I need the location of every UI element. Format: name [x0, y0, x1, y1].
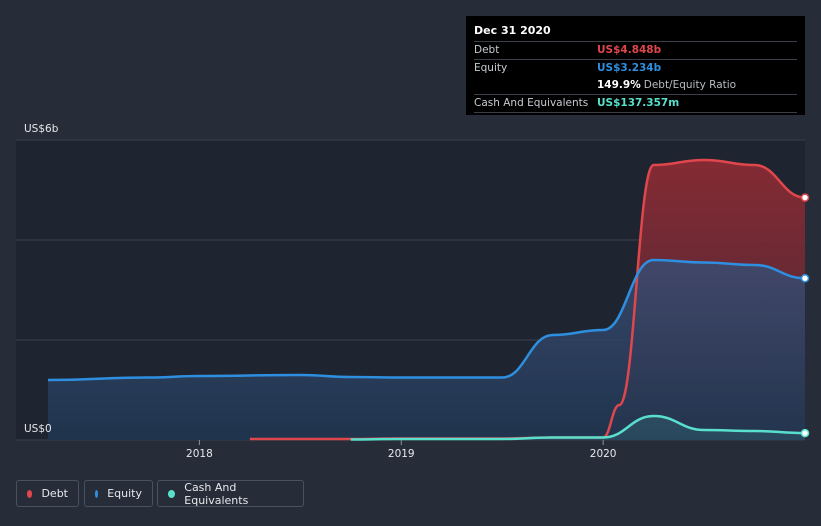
legend-label-equity: Equity: [107, 487, 142, 500]
tooltip-ratio-label: Debt/Equity Ratio: [643, 79, 737, 91]
debt-legend-dot: [27, 489, 33, 498]
data-tooltip: Dec 31 2020 Debt US$4.848b Equity US$3.2…: [466, 16, 805, 115]
tooltip-date: Dec 31 2020: [474, 23, 797, 42]
cash-area: [350, 416, 805, 440]
tooltip-cash-row: Cash And Equivalents US$137.357m: [474, 95, 797, 113]
cash-end-point: [800, 428, 810, 438]
tooltip-debt-label: Debt: [474, 44, 500, 56]
tooltip-equity-label: Equity: [474, 62, 508, 74]
tooltip-ratio-value: 149.9%: [597, 79, 641, 91]
legend-item-equity[interactable]: Equity: [84, 480, 153, 507]
cash-legend-dot: [168, 489, 176, 498]
tooltip-equity-value: US$3.234b: [597, 62, 662, 74]
tooltip-cash-label: Cash And Equivalents: [474, 97, 589, 109]
tooltip-debt-row: Debt US$4.848b: [474, 42, 797, 60]
equity-legend-dot: [95, 489, 99, 498]
x-tick-label-1: 2019: [388, 448, 415, 460]
legend-label-cash: Cash And Equivalents: [184, 480, 249, 507]
y-tick-label-0: US$6b: [24, 123, 59, 135]
equity-line: [47, 258, 806, 382]
y-tick-label-1: US$0: [24, 423, 52, 435]
series-lines: [47, 158, 806, 441]
x-tick-label-0: 2018: [186, 448, 213, 460]
axis-ticks: US$6b US$0 2018 2019 2020: [24, 123, 617, 460]
tooltip-ratio-row: 149.9% Debt/Equity Ratio: [474, 77, 797, 95]
end-markers: [800, 193, 810, 438]
legend-item-cash[interactable]: Cash And Equivalents: [157, 480, 304, 507]
legend-label-debt: Debt: [41, 487, 68, 500]
tooltip-cash-value: US$137.357m: [597, 97, 680, 109]
x-tick-label-2: 2020: [590, 448, 617, 460]
cash-line: [350, 414, 806, 441]
equity-area: [48, 260, 805, 440]
tooltip-equity-row: Equity US$3.234b: [474, 60, 797, 77]
series-areas: [48, 160, 805, 440]
debt-end-point: [800, 193, 810, 202]
legend-item-debt[interactable]: Debt: [16, 480, 79, 507]
tooltip-debt-value: US$4.848b: [597, 44, 662, 56]
equity-end-point: [800, 274, 810, 283]
